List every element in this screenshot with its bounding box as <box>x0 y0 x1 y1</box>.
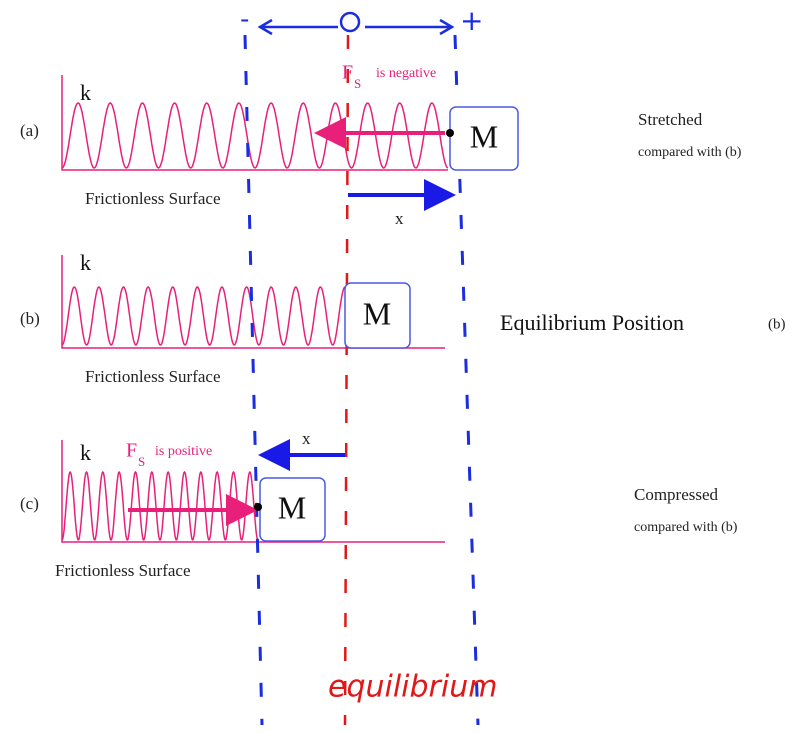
mass-box <box>344 282 411 349</box>
wall-floor <box>61 255 445 349</box>
equilibrium-note: equilibrium <box>328 670 497 705</box>
arrow <box>257 18 338 36</box>
displacement-label: x <box>395 209 404 228</box>
dot <box>254 503 262 511</box>
mass-label: M <box>278 489 306 525</box>
description: Equilibrium Position <box>500 310 684 335</box>
wall-floor <box>61 75 448 171</box>
springs <box>61 75 449 543</box>
mass-box <box>449 106 519 171</box>
force-symbol: F <box>342 62 353 84</box>
description: Compressed <box>634 485 719 504</box>
force-text: is positive <box>155 444 212 459</box>
spring-label: k <box>80 80 91 105</box>
force-text: is negative <box>376 66 436 81</box>
panel-label: (a) <box>20 121 39 140</box>
description: Stretched <box>638 110 703 129</box>
spring <box>61 470 259 542</box>
mass-label: M <box>363 295 391 331</box>
panel-label: (c) <box>20 494 39 513</box>
description: compared with (b) <box>634 520 738 535</box>
wall-floor <box>61 440 445 543</box>
spring <box>61 286 346 346</box>
spring <box>61 102 449 169</box>
zero-circle <box>339 11 361 33</box>
surface-label: Frictionless Surface <box>85 367 221 386</box>
description: (b) <box>768 316 786 332</box>
guide-line <box>243 34 264 726</box>
force-subscript: S <box>354 76 361 91</box>
plus: + <box>460 4 483 37</box>
force-symbol: F <box>126 440 137 462</box>
force-subscript: S <box>138 454 145 469</box>
equilibrium-line <box>343 34 350 726</box>
spring-label: k <box>80 440 91 465</box>
dot <box>446 129 454 137</box>
surface-label: Frictionless Surface <box>85 189 221 208</box>
surface-label: Frictionless Surface <box>55 561 191 580</box>
mass-label: M <box>470 118 498 154</box>
description: compared with (b) <box>638 145 742 160</box>
arrow <box>365 18 455 36</box>
displacement-label: x <box>302 429 311 448</box>
spring-label: k <box>80 250 91 275</box>
minus: - <box>240 5 249 35</box>
panel-label: (b) <box>20 309 40 328</box>
zero: 0 <box>350 21 351 23</box>
